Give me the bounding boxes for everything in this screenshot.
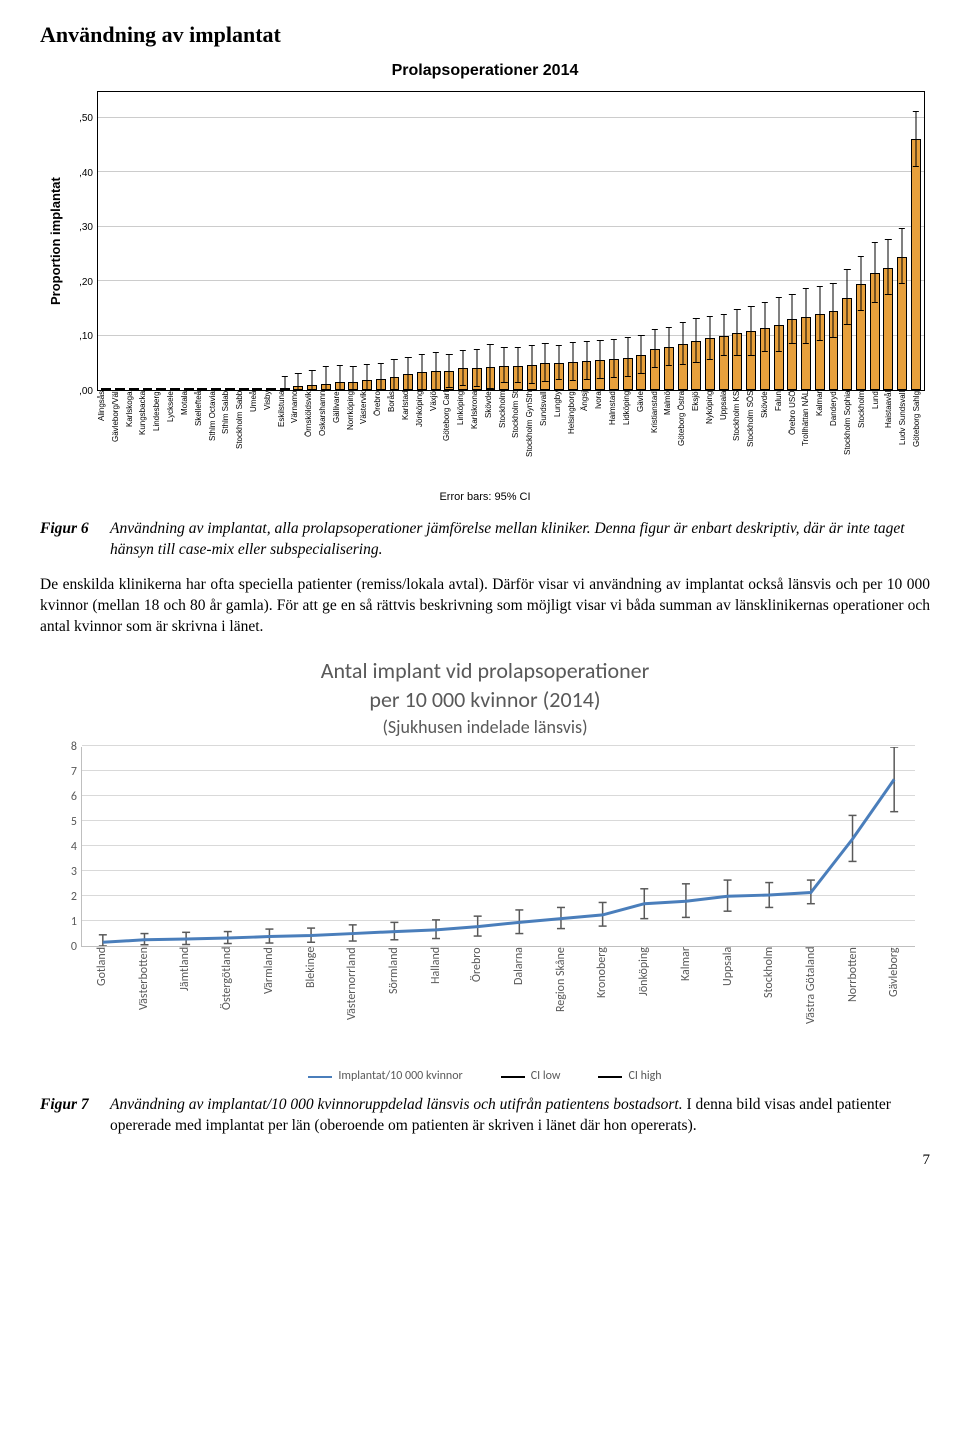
chart1-bars (100, 92, 922, 390)
legend-swatch-main (308, 1076, 332, 1078)
chart1-container: Prolapsoperationer 2014 Proportion impla… (45, 60, 925, 505)
figure7-id: Figur 7 (40, 1095, 100, 1137)
chart2-subtitle: (Sjukhusen indelade länsvis) (55, 715, 915, 739)
legend-item-cilow: CI low (501, 1068, 561, 1084)
legend-label-main: Implantat/10 000 kvinnor (338, 1068, 462, 1084)
chart2-title-line2: per 10 000 kvinnor (2014) (55, 685, 915, 715)
chart1-title: Prolapsoperationer 2014 (45, 60, 925, 82)
chart2-yaxis: 012345678 (55, 747, 81, 947)
figure6-text: Användning av implantat, alla prolapsope… (110, 519, 930, 561)
chart1-yaxis: ,00,10,20,30,40,50 (67, 91, 97, 391)
chart1-plot-area: Proportion implantat ,00,10,20,30,40,50 (45, 91, 925, 391)
chart2-svg (82, 747, 915, 946)
chart1-plot (97, 91, 925, 391)
body-paragraph: De enskilda klinikerna har ofta speciell… (40, 575, 930, 638)
figure6-id: Figur 6 (40, 519, 100, 561)
legend-swatch-cihigh (598, 1076, 622, 1078)
figure6-caption: Figur 6 Användning av implantat, alla pr… (40, 519, 930, 561)
chart1-ylabel: Proportion implantat (45, 91, 67, 391)
chart2-xlabels: GotlandVästerbottenJämtlandÖstergötlandV… (81, 947, 915, 1062)
chart2-plot-area: 012345678 (55, 747, 915, 947)
legend-item-main: Implantat/10 000 kvinnor (308, 1068, 462, 1084)
figure7-caption: Figur 7 Användning av implantat/10 000 k… (40, 1095, 930, 1137)
chart2-container: Antal implant vid prolapsoperationer per… (55, 656, 915, 1085)
figure7-text: Användning av implantat/10 000 kvinnorup… (110, 1095, 930, 1137)
chart2-legend: Implantat/10 000 kvinnor CI low CI high (55, 1068, 915, 1084)
page-number: 7 (40, 1150, 930, 1170)
figure7-text-italic: Användning av implantat/10 000 kvinnorup… (110, 1096, 686, 1113)
chart1-error-label: Error bars: 95% CI (45, 490, 925, 505)
chart2-title-line1: Antal implant vid prolapsoperationer (55, 656, 915, 686)
legend-item-cihigh: CI high (598, 1068, 661, 1084)
legend-label-cilow: CI low (531, 1068, 561, 1084)
legend-swatch-cilow (501, 1076, 525, 1078)
chart1-xlabels: AlingsåsGävleborg/VälKarlskogaKungsbacka… (97, 391, 925, 486)
section-heading: Användning av implantat (40, 20, 930, 50)
chart2-plot (81, 747, 915, 947)
legend-label-cihigh: CI high (628, 1068, 661, 1084)
